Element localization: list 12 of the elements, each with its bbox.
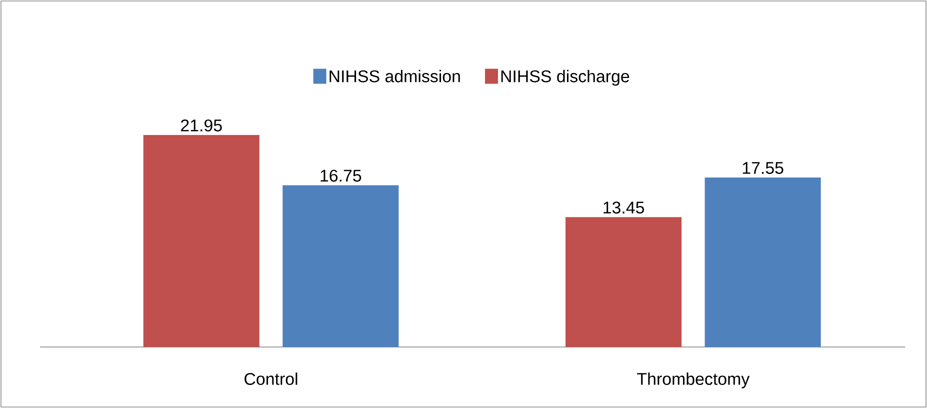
legend-label: NIHSS admission [330, 70, 460, 82]
data-label: 13.45 [604, 202, 644, 214]
bar [282, 185, 399, 347]
bar [566, 217, 682, 347]
data-label: 16.75 [320, 170, 362, 182]
x-tick-label: Thrombectomy [637, 372, 750, 388]
bar [143, 134, 260, 347]
bar [704, 177, 821, 347]
x-tick-label: Control [244, 372, 298, 385]
data-label: 21.95 [181, 119, 222, 132]
data-label: 17.55 [742, 162, 784, 174]
legend-label: NIHSS discharge [501, 70, 630, 86]
